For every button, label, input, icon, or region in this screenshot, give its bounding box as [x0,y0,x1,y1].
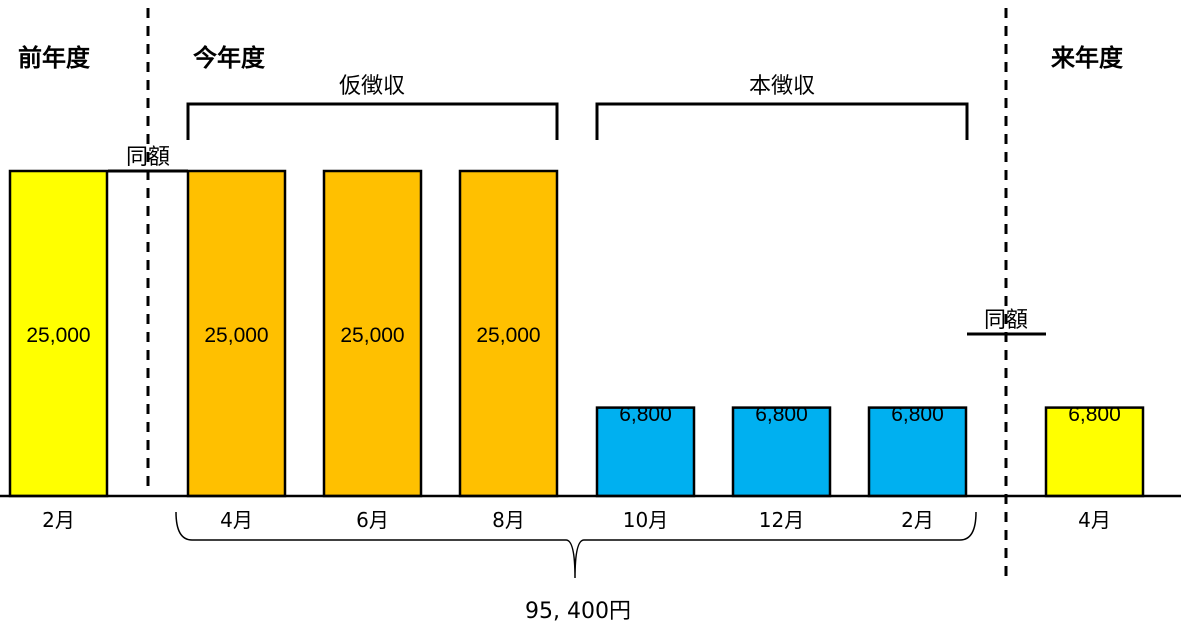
bar-3 [458,169,559,498]
header-previous-year: 前年度 [18,44,91,72]
same-amount-label-right: 同額 [984,308,1028,333]
month-label-1: 4月 [220,508,253,532]
header-this-year: 今年度 [193,44,266,72]
bar-4 [595,406,696,498]
total-brace [175,511,977,579]
month-label-2: 6月 [356,508,389,532]
bracket-provisional [186,102,559,140]
month-label-5: 12月 [759,508,804,532]
month-label-3: 8月 [492,508,525,532]
total-amount: 95, 400円 [525,599,631,624]
month-label-0: 2月 [42,508,75,532]
bars-layer: 25,000 25,000 25,000 25,000 6,800 6,800 6,800 6… [8,169,1145,498]
group-label-main: 本徴収 [749,74,815,99]
bar-value-label-7: 6,800 [1068,403,1121,426]
bar-7 [1044,406,1145,498]
bar-0 [8,169,109,498]
bar-value-label-6: 6,800 [891,403,944,426]
bar-value-label-3: 25,000 [476,324,540,347]
bar-5 [731,406,832,498]
bar-value-label-0: 25,000 [26,324,90,347]
bar-value-label-1: 25,000 [204,324,268,347]
month-label-6: 2月 [901,508,934,532]
bar-value-label-2: 25,000 [340,324,404,347]
month-label-7: 4月 [1078,508,1111,532]
month-labels-layer: 2月 4月 6月 8月 10月 12月 2月 4月 [42,508,1111,532]
bar-value-label-4: 6,800 [619,403,672,426]
bar-6 [867,406,968,498]
same-amount-label-left: 同額 [126,145,170,170]
bracket-main [595,102,969,140]
header-next-year: 来年度 [1051,44,1124,72]
bar-2 [322,169,423,498]
bar-value-label-5: 6,800 [755,403,808,426]
group-label-provisional: 仮徴収 [339,74,405,99]
month-label-4: 10月 [623,508,668,532]
